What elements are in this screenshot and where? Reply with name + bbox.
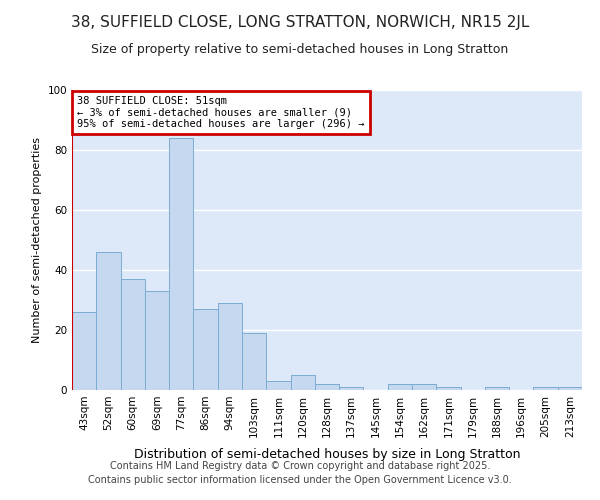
Bar (121, 279, 145, 390)
Bar (315, 384, 339, 390)
Bar (145, 291, 169, 390)
Bar (72, 312, 96, 390)
Bar (193, 309, 218, 390)
Bar (242, 333, 266, 390)
Bar (436, 387, 461, 390)
Bar (290, 375, 315, 390)
Bar (169, 138, 193, 390)
Y-axis label: Number of semi-detached properties: Number of semi-detached properties (32, 137, 42, 343)
Text: Size of property relative to semi-detached houses in Long Stratton: Size of property relative to semi-detach… (91, 42, 509, 56)
Text: 38, SUFFIELD CLOSE, LONG STRATTON, NORWICH, NR15 2JL: 38, SUFFIELD CLOSE, LONG STRATTON, NORWI… (71, 15, 529, 30)
Bar (96, 252, 121, 390)
Bar (339, 387, 364, 390)
Text: 38 SUFFIELD CLOSE: 51sqm
← 3% of semi-detached houses are smaller (9)
95% of sem: 38 SUFFIELD CLOSE: 51sqm ← 3% of semi-de… (77, 96, 365, 129)
Bar (218, 303, 242, 390)
Bar (412, 384, 436, 390)
Bar (485, 387, 509, 390)
Bar (558, 387, 582, 390)
Bar (533, 387, 558, 390)
Bar (388, 384, 412, 390)
Bar (266, 381, 290, 390)
X-axis label: Distribution of semi-detached houses by size in Long Stratton: Distribution of semi-detached houses by … (134, 448, 520, 461)
Text: Contains HM Land Registry data © Crown copyright and database right 2025.
Contai: Contains HM Land Registry data © Crown c… (88, 461, 512, 485)
